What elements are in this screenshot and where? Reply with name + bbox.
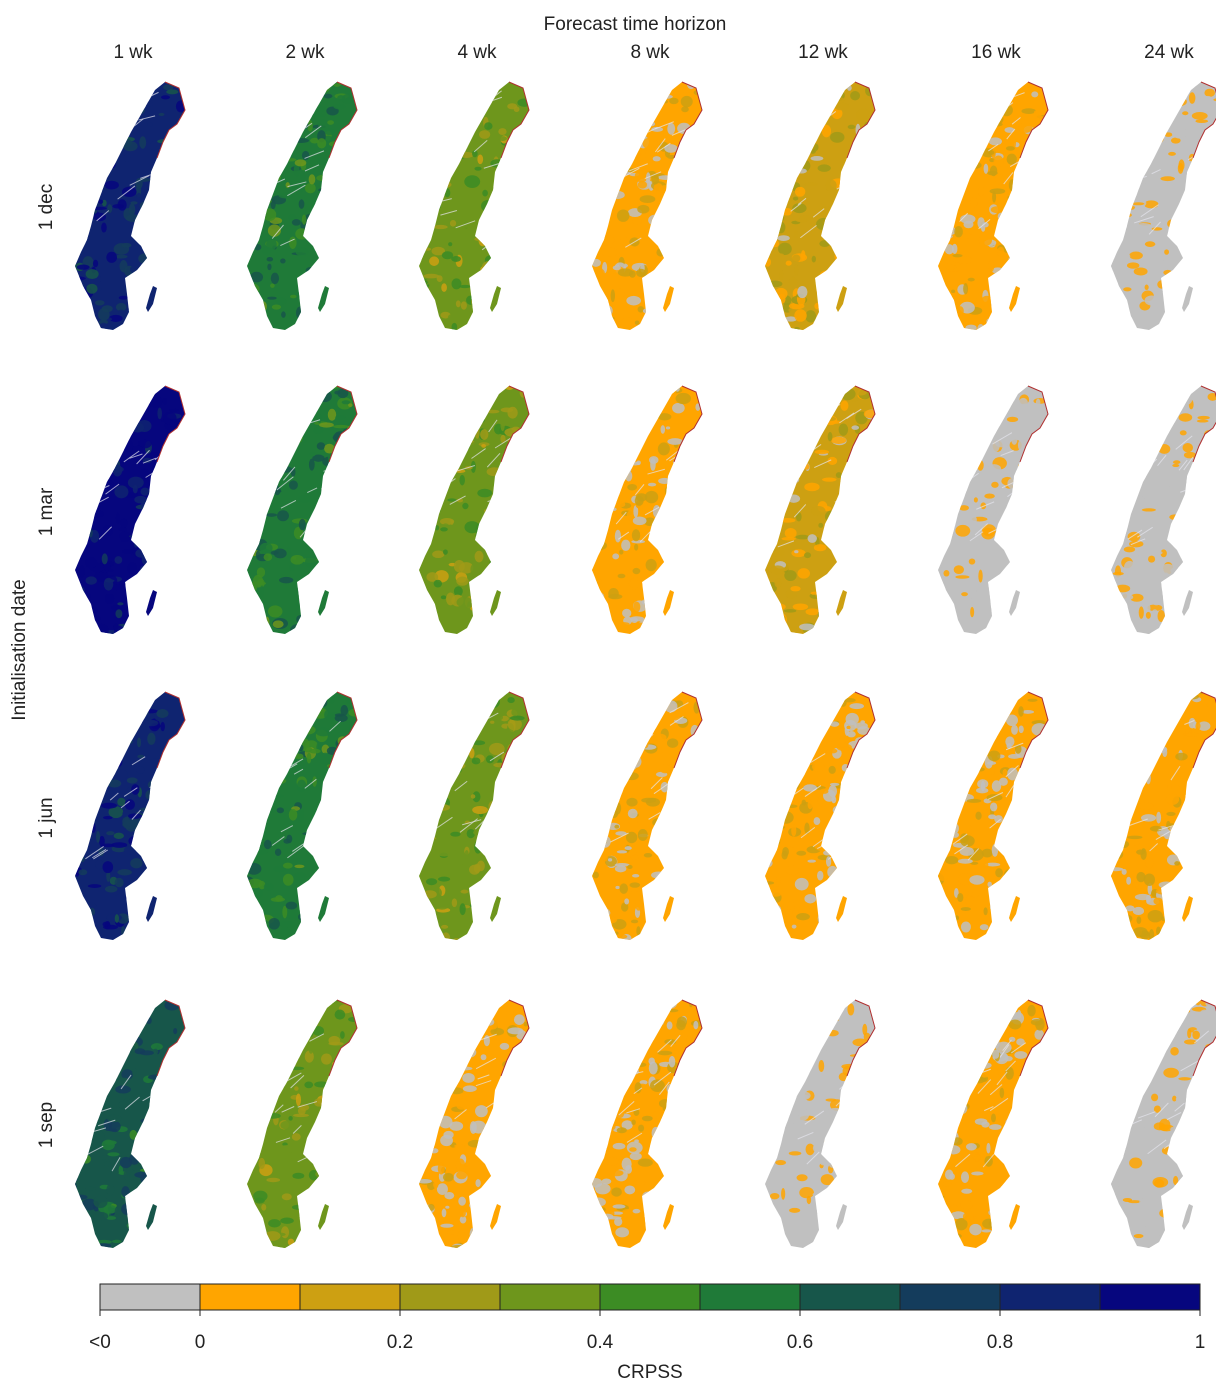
national-border [500, 385, 530, 463]
gotland-island [490, 1204, 501, 1230]
gotland-island [1182, 1204, 1193, 1230]
national-border [846, 691, 876, 769]
gotland-island [836, 1204, 847, 1230]
colorbar-segment [99, 1283, 201, 1311]
gotland-island [490, 286, 501, 312]
gotland-island [318, 896, 329, 922]
national-border [328, 385, 358, 463]
national-border [156, 999, 186, 1077]
column-label: 16 wk [971, 42, 1021, 63]
gotland-island [663, 590, 674, 616]
gotland-island [318, 286, 329, 312]
country-fill [419, 82, 529, 330]
national-border [673, 81, 703, 159]
national-border [328, 81, 358, 159]
gotland-island [146, 1204, 157, 1230]
colorbar-segment [799, 1283, 901, 1311]
country-fill [938, 1000, 1048, 1248]
gotland-island [836, 286, 847, 312]
column-label: 12 wk [798, 42, 848, 63]
map-panel-grid [75, 81, 1216, 1248]
colorbar-tick-label: 0.4 [586, 1332, 614, 1353]
gotland-island [663, 896, 674, 922]
gotland-island [1182, 896, 1193, 922]
national-border [1019, 385, 1049, 463]
colorbar-tick-label: 0.6 [786, 1332, 814, 1353]
colorbar-tick-label: 1 [1194, 1332, 1206, 1353]
national-border [1192, 999, 1216, 1077]
national-border [328, 999, 358, 1077]
gotland-island [146, 896, 157, 922]
colorbar-tick-label: <0 [89, 1332, 111, 1353]
gotland-island [836, 590, 847, 616]
gotland-island [1009, 590, 1020, 616]
gotland-island [663, 286, 674, 312]
national-border [673, 691, 703, 769]
national-border [846, 81, 876, 159]
national-border [673, 385, 703, 463]
country-fill [765, 692, 875, 940]
gotland-island [318, 590, 329, 616]
colorbar-tick-label: 0 [194, 1332, 206, 1353]
colorbar-tick-label: 0.8 [986, 1332, 1014, 1353]
national-border [1019, 81, 1049, 159]
gotland-island [318, 1204, 329, 1230]
national-border [846, 385, 876, 463]
column-axis-title: Forecast time horizon [543, 14, 727, 35]
gotland-island [1009, 896, 1020, 922]
country-fill [765, 1000, 875, 1248]
gotland-island [1009, 286, 1020, 312]
country-fill [765, 82, 875, 330]
national-border [1192, 385, 1216, 463]
national-border [1019, 691, 1049, 769]
colorbar-segment [699, 1283, 801, 1311]
national-border [673, 999, 703, 1077]
national-border [156, 385, 186, 463]
colorbar-segment [199, 1283, 301, 1311]
national-border [1192, 691, 1216, 769]
gotland-island [836, 896, 847, 922]
colorbar-segment [399, 1283, 501, 1311]
colorbar-segment [899, 1283, 1001, 1311]
colorbar-segment [599, 1283, 701, 1311]
country-fill [592, 692, 702, 940]
colorbar-segment [299, 1283, 401, 1311]
gotland-island [1182, 590, 1193, 616]
gotland-island [1182, 286, 1193, 312]
gotland-island [146, 590, 157, 616]
national-border [156, 81, 186, 159]
gotland-island [663, 1204, 674, 1230]
gotland-island [490, 896, 501, 922]
colorbar-title: CRPSS [617, 1362, 683, 1383]
gotland-island [146, 286, 157, 312]
column-label: 1 wk [113, 42, 153, 63]
column-label: 24 wk [1144, 42, 1194, 63]
column-label: 2 wk [285, 42, 325, 63]
colorbar-segment [999, 1283, 1101, 1311]
column-label: 4 wk [457, 42, 497, 63]
gotland-island [490, 590, 501, 616]
national-border [846, 999, 876, 1077]
colorbar-segment [499, 1283, 601, 1311]
national-border [328, 691, 358, 769]
country-fill [592, 386, 702, 634]
national-border [500, 81, 530, 159]
national-border [500, 999, 530, 1077]
national-border [156, 691, 186, 769]
national-border [1019, 999, 1049, 1077]
gotland-island [1009, 1204, 1020, 1230]
national-border [500, 691, 530, 769]
national-border [1192, 81, 1216, 159]
colorbar-tick-label: 0.2 [386, 1332, 414, 1353]
colorbar-segment [1099, 1283, 1201, 1311]
column-label: 8 wk [630, 42, 670, 63]
